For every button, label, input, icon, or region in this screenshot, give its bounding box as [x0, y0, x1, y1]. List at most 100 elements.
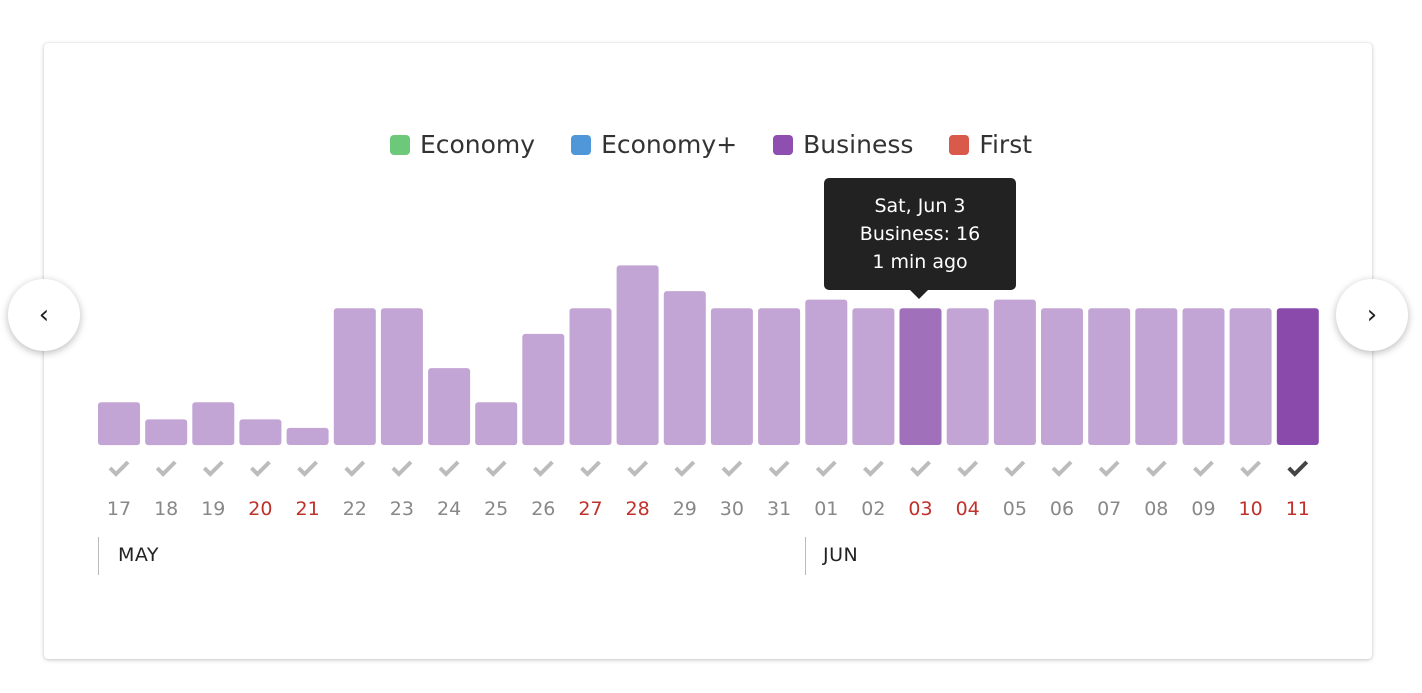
bar-11[interactable] [1276, 308, 1319, 445]
legend-swatch-business [773, 134, 794, 155]
day-label: 03 [908, 498, 932, 520]
bar-18[interactable] [145, 419, 188, 446]
check-icon [438, 460, 460, 477]
legend-item-first[interactable]: First [949, 130, 1032, 159]
check-icon [862, 460, 884, 477]
check-icon [815, 460, 837, 477]
bar-27[interactable] [569, 308, 612, 445]
chevron-right-icon: › [1366, 300, 1378, 330]
check-icon [1004, 460, 1026, 477]
bar-28[interactable] [616, 265, 659, 445]
check-icon [957, 460, 979, 477]
tooltip-arrow [909, 289, 929, 299]
check-icon [580, 460, 601, 477]
check-icon [532, 460, 554, 477]
bar-24[interactable] [428, 368, 471, 446]
bar-26[interactable] [522, 333, 565, 446]
day-label: 01 [814, 498, 838, 520]
check-icon [250, 460, 271, 477]
legend-swatch-economy [389, 134, 410, 155]
check-icon [202, 460, 224, 477]
bar-22[interactable] [333, 308, 376, 445]
legend-swatch-first [949, 134, 970, 155]
check-icon [627, 460, 649, 477]
check-icon [910, 460, 931, 477]
bar-02[interactable] [852, 308, 895, 445]
day-label: 29 [673, 498, 697, 520]
day-label: 24 [437, 498, 461, 520]
day-label: 27 [578, 498, 602, 520]
month-label-may: MAY [118, 544, 160, 566]
tooltip-date: Sat, Jun 3 [874, 195, 966, 217]
check-icon [721, 460, 743, 477]
legend-item-economy[interactable]: Economy [389, 130, 536, 159]
bar-30[interactable] [710, 308, 753, 445]
day-label: 05 [1003, 498, 1027, 520]
bar-01[interactable] [805, 299, 848, 445]
bar-07[interactable] [1088, 308, 1131, 445]
day-label: 17 [107, 498, 131, 520]
bar-03[interactable] [899, 308, 942, 445]
month-divider-jun [805, 537, 806, 575]
day-label: 28 [626, 498, 650, 520]
check-icon [485, 460, 507, 477]
check-icon [1240, 460, 1262, 477]
day-label: 10 [1239, 498, 1263, 520]
day-label: 08 [1144, 498, 1168, 520]
check-icon [674, 460, 696, 477]
bar-06[interactable] [1041, 308, 1083, 445]
month-label-jun: JUN [823, 544, 859, 566]
bar-23[interactable] [380, 308, 423, 445]
month-divider-may [98, 537, 99, 575]
next-button[interactable]: › [1336, 279, 1408, 351]
bar-09[interactable] [1182, 308, 1225, 445]
day-label: 11 [1286, 498, 1310, 520]
tooltip-value: Business: 16 [859, 223, 981, 245]
day-label: 19 [201, 498, 225, 520]
bar-29[interactable] [663, 291, 706, 445]
day-label: 30 [720, 498, 744, 520]
legend-label-economy: Economy [419, 130, 536, 159]
day-label: 06 [1050, 498, 1074, 520]
day-label: 26 [531, 498, 555, 520]
bar-31[interactable] [758, 308, 801, 445]
day-label: 18 [154, 498, 178, 520]
bar-10[interactable] [1229, 308, 1272, 445]
check-icon [1145, 460, 1167, 477]
legend: Economy Economy+ Business First [0, 130, 1422, 159]
check-icon [768, 460, 790, 477]
check-icon [108, 460, 130, 477]
bar-20[interactable] [239, 419, 282, 446]
check-icon [1287, 460, 1309, 477]
legend-swatch-economy-plus [571, 134, 592, 155]
legend-label-first: First [979, 130, 1033, 159]
day-label: 22 [343, 498, 367, 520]
day-label: 09 [1191, 498, 1215, 520]
day-label: 07 [1097, 498, 1121, 520]
bar-25[interactable] [475, 402, 518, 446]
day-label: 31 [767, 498, 791, 520]
legend-item-economy-plus[interactable]: Economy+ [571, 130, 737, 159]
check-icon [1051, 460, 1073, 477]
bar-21[interactable] [286, 427, 329, 445]
bar-04[interactable] [946, 308, 989, 445]
day-label: 23 [390, 498, 414, 520]
bar-17[interactable] [98, 402, 140, 446]
bar-08[interactable] [1135, 308, 1178, 445]
legend-label-economy-plus: Economy+ [601, 130, 738, 159]
day-label: 21 [296, 498, 320, 520]
prev-button[interactable]: ‹ [8, 279, 80, 351]
day-label: 20 [248, 498, 272, 520]
day-label: 02 [861, 498, 885, 520]
legend-item-business[interactable]: Business [773, 130, 913, 159]
bar-05[interactable] [993, 299, 1036, 445]
check-icon [391, 460, 413, 477]
check-icon [1193, 460, 1214, 477]
bar-19[interactable] [192, 402, 235, 446]
legend-label-business: Business [803, 130, 914, 159]
day-label: 04 [956, 498, 980, 520]
tooltip: Sat, Jun 3 Business: 16 1 min ago [824, 178, 1016, 290]
chevron-left-icon: ‹ [38, 300, 50, 330]
check-icon [297, 460, 319, 477]
